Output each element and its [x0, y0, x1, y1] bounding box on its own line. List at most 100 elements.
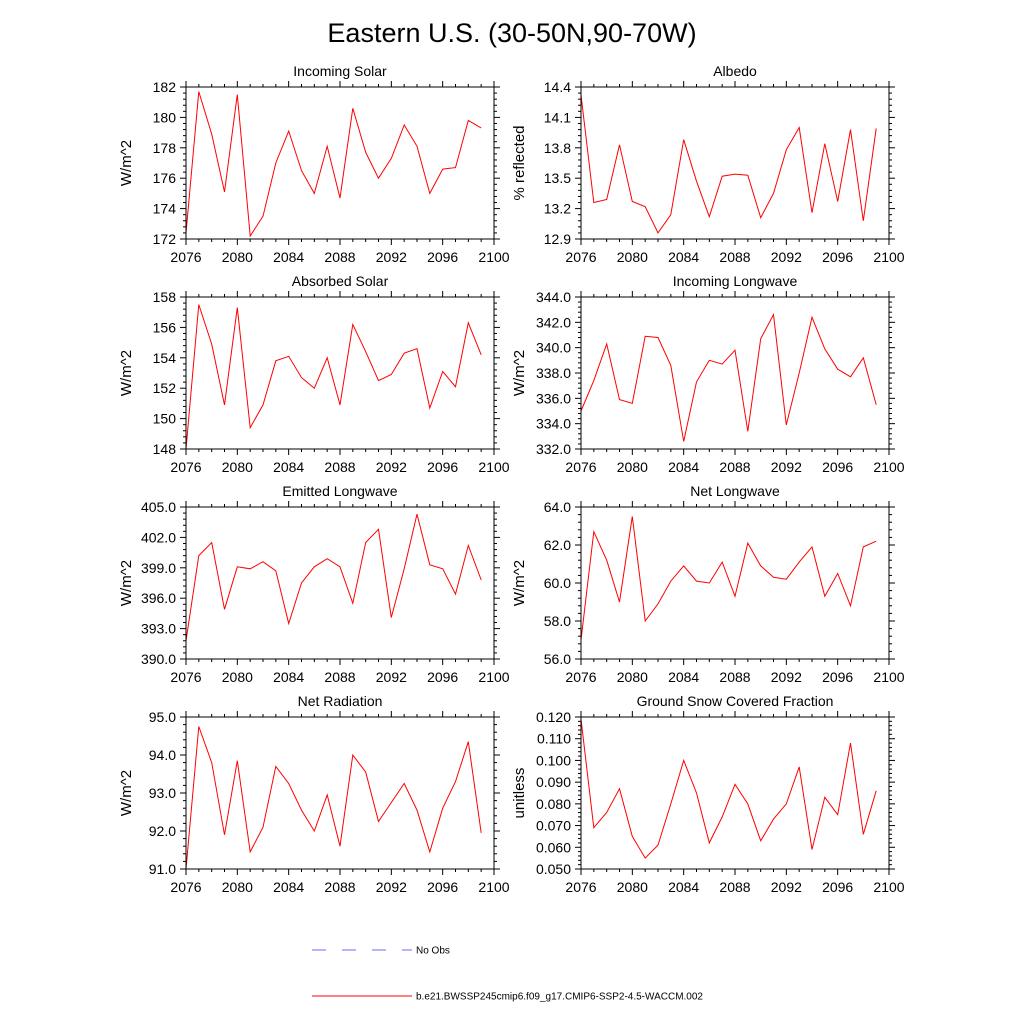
- y-axis-label: % reflected: [511, 125, 528, 200]
- x-tick-label: 2100: [873, 249, 904, 265]
- y-tick-label: 0.070: [536, 818, 571, 834]
- x-tick-label: 2100: [873, 879, 904, 895]
- series-line-emitted-longwave-0: [185, 513, 482, 641]
- x-tick-label: 2088: [719, 879, 750, 895]
- x-tick-label: 2076: [170, 669, 201, 685]
- x-tick-label: 2084: [668, 669, 699, 685]
- x-tick-label: 2096: [427, 879, 458, 895]
- x-tick-label: 2088: [719, 249, 750, 265]
- chart-incoming-solar: 2076 2080 2084 2088 2092 2096 2100 172 174 176 178…: [118, 63, 510, 265]
- y-axis-label: W/m^2: [118, 770, 135, 816]
- y-axis-label: unitless: [511, 768, 528, 819]
- x-tick-label: 2084: [668, 249, 699, 265]
- y-tick-label: 172: [153, 231, 177, 247]
- y-tick-label: 180: [153, 109, 177, 125]
- y-tick-label: 93.0: [149, 785, 176, 801]
- y-tick-label: 91.0: [149, 861, 176, 877]
- y-tick-label: 150: [153, 411, 177, 427]
- x-tick-label: 2076: [565, 249, 596, 265]
- series-line-incoming-longwave-0: [580, 313, 877, 442]
- y-tick-label: 334.0: [536, 416, 571, 432]
- x-tick-label: 2092: [376, 669, 407, 685]
- chart-net-longwave: 2076 2080 2084 2088 2092 2096 2100 56.0 58.0 60.0…: [511, 483, 905, 685]
- series-line-absorbed-solar-0: [185, 304, 482, 450]
- x-tick-label: 2100: [478, 249, 509, 265]
- y-tick-label: 13.8: [544, 140, 571, 156]
- y-tick-label: 0.050: [536, 861, 571, 877]
- chart-title: Incoming Solar: [293, 63, 387, 79]
- y-tick-label: 154: [153, 350, 177, 366]
- x-tick-label: 2080: [222, 249, 253, 265]
- x-tick-label: 2080: [222, 879, 253, 895]
- x-tick-label: 2092: [771, 879, 802, 895]
- x-tick-label: 2084: [668, 459, 699, 475]
- x-tick-label: 2096: [427, 249, 458, 265]
- chart-net-radiation: 2076 2080 2084 2088 2092 2096 2100 91.0 92.0 93.0…: [118, 693, 510, 895]
- y-tick-label: 0.090: [536, 774, 571, 790]
- y-tick-label: 174: [153, 201, 177, 217]
- y-tick-label: 396.0: [141, 590, 176, 606]
- x-tick-label: 2084: [668, 879, 699, 895]
- plot-frame-absorbed-solar: [185, 296, 495, 450]
- y-tick-label: 336.0: [536, 390, 571, 406]
- x-tick-label: 2100: [478, 459, 509, 475]
- x-tick-label: 2080: [617, 879, 648, 895]
- legend-label-no-obs: No Obs: [416, 946, 450, 957]
- y-tick-label: 338.0: [536, 365, 571, 381]
- y-tick-label: 340.0: [536, 340, 571, 356]
- chart-albedo: 2076 2080 2084 2088 2092 2096 2100 12.9 13.2 13.5…: [511, 63, 905, 265]
- x-tick-label: 2088: [324, 459, 355, 475]
- chart-title: Ground Snow Covered Fraction: [637, 693, 834, 709]
- x-tick-label: 2096: [427, 459, 458, 475]
- chart-absorbed-solar: 2076 2080 2084 2088 2092 2096 2100 148 150 152 154…: [118, 273, 510, 475]
- y-tick-label: 60.0: [544, 575, 571, 591]
- plot-frame-albedo: [580, 86, 890, 240]
- x-tick-label: 2100: [873, 669, 904, 685]
- y-tick-label: 0.060: [536, 839, 571, 855]
- x-tick-label: 2076: [170, 879, 201, 895]
- y-tick-label: 14.4: [544, 79, 571, 95]
- chart-ground-snow-covered-fraction: 2076 2080 2084 2088 2092 2096 2100 0.050 0.060 0.…: [511, 693, 905, 895]
- y-tick-label: 176: [153, 170, 177, 186]
- y-tick-label: 92.0: [149, 823, 176, 839]
- x-tick-label: 2084: [273, 669, 304, 685]
- series-line-albedo-0: [580, 95, 877, 234]
- y-tick-label: 182: [153, 79, 177, 95]
- chart-incoming-longwave: 2076 2080 2084 2088 2092 2096 2100 332.0 334.0 33…: [511, 273, 905, 475]
- y-tick-label: 0.100: [536, 752, 571, 768]
- x-tick-label: 2096: [822, 669, 853, 685]
- x-tick-label: 2076: [565, 669, 596, 685]
- y-tick-label: 178: [153, 140, 177, 156]
- y-axis-label: W/m^2: [511, 350, 528, 396]
- y-tick-label: 148: [153, 441, 177, 457]
- y-axis-label: W/m^2: [118, 140, 135, 186]
- y-tick-label: 152: [153, 380, 177, 396]
- plot-frame-ground-snow-covered-fraction: [580, 716, 890, 870]
- y-tick-label: 62.0: [544, 537, 571, 553]
- x-tick-label: 2100: [478, 879, 509, 895]
- x-tick-label: 2096: [822, 249, 853, 265]
- x-tick-label: 2100: [873, 459, 904, 475]
- y-tick-label: 156: [153, 319, 177, 335]
- x-tick-label: 2076: [565, 459, 596, 475]
- plot-frame-net-longwave: [580, 506, 890, 660]
- figure-title: Eastern U.S. (30-50N,90-70W): [327, 18, 696, 48]
- y-tick-label: 56.0: [544, 651, 571, 667]
- chart-title: Albedo: [713, 63, 757, 79]
- y-tick-label: 94.0: [149, 747, 176, 763]
- x-tick-label: 2096: [427, 669, 458, 685]
- y-tick-label: 0.120: [536, 709, 571, 725]
- x-tick-label: 2080: [222, 669, 253, 685]
- x-tick-label: 2096: [822, 879, 853, 895]
- y-tick-label: 405.0: [141, 499, 176, 515]
- y-tick-label: 14.1: [544, 109, 571, 125]
- y-axis-label: W/m^2: [511, 560, 528, 606]
- y-tick-label: 158: [153, 289, 177, 305]
- x-tick-label: 2092: [771, 249, 802, 265]
- x-tick-label: 2088: [719, 669, 750, 685]
- y-tick-label: 13.5: [544, 170, 571, 186]
- y-tick-label: 332.0: [536, 441, 571, 457]
- y-tick-label: 399.0: [141, 560, 176, 576]
- x-tick-label: 2080: [617, 669, 648, 685]
- y-tick-label: 64.0: [544, 499, 571, 515]
